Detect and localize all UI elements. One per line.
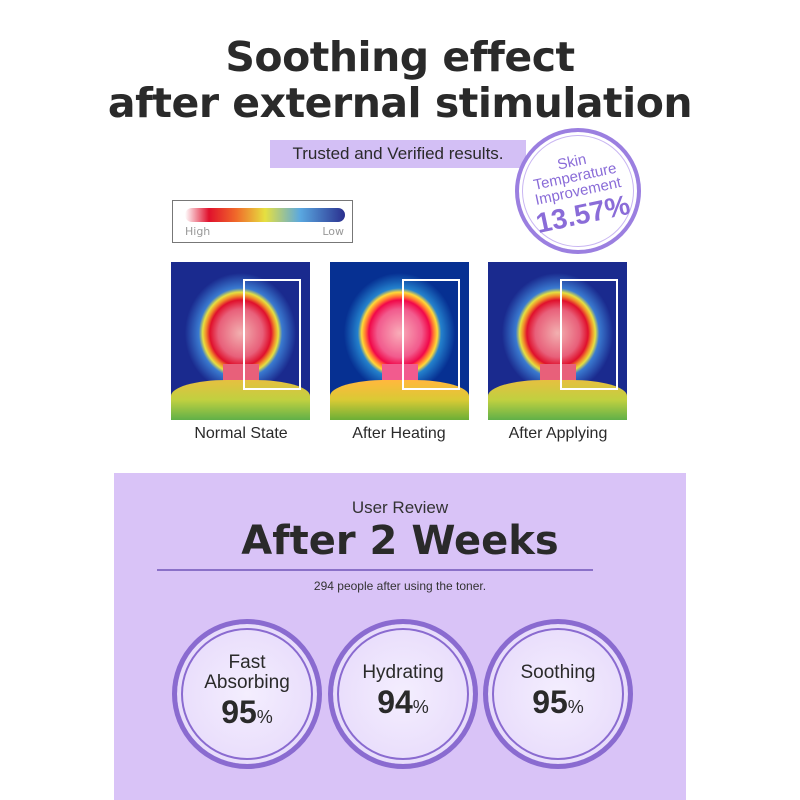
stat-fast-absorbing: Fast Absorbing 95% <box>172 619 322 769</box>
highlight-frame <box>560 279 618 390</box>
thermal-image-heating <box>330 262 469 420</box>
divider <box>157 569 593 571</box>
highlight-frame <box>402 279 460 390</box>
gradient-bar <box>185 208 345 222</box>
temperature-legend: High Low <box>172 200 353 243</box>
stat-hydrating: Hydrating 94% <box>328 619 478 769</box>
caption: After Applying <box>508 425 608 442</box>
review-eyebrow: User Review <box>351 498 449 517</box>
review-title: After 2 Weeks <box>241 518 559 564</box>
caption: Normal State <box>194 425 288 442</box>
page-title: Soothing effect after external stimulati… <box>107 33 693 127</box>
caption: After Heating <box>352 425 446 442</box>
user-review-panel: User Review After 2 Weeks 294 people aft… <box>114 473 686 800</box>
tagline: Trusted and Verified results. <box>270 140 526 168</box>
stat-soothing: Soothing 95% <box>483 619 633 769</box>
highlight-frame <box>243 279 301 390</box>
review-subtitle: 294 people after using the toner. <box>313 579 487 593</box>
temperature-badge: Skin Temperature Improvement 13.57% <box>503 116 653 266</box>
thermal-image-applying <box>488 262 627 420</box>
thermal-image-normal <box>171 262 310 420</box>
